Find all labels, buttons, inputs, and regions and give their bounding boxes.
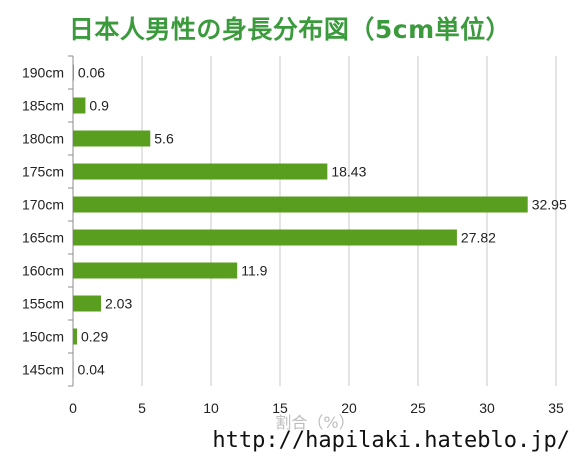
data-label: 32.95 — [532, 197, 567, 213]
x-tick-label: 5 — [138, 400, 146, 416]
bar — [73, 196, 528, 213]
watermark-url: http://hapilaki.hateblo.jp/ — [212, 428, 570, 453]
data-label: 18.43 — [331, 164, 366, 180]
bar — [73, 130, 151, 147]
y-tick-label: 160cm — [22, 263, 64, 279]
y-tick-label: 185cm — [22, 98, 64, 114]
data-labels: 0.04 0.29 2.03 11.9 27.82 32.95 18.43 5.6 0.9 0.0… — [78, 65, 567, 378]
data-label: 5.6 — [154, 131, 174, 147]
y-tick-label: 150cm — [22, 329, 64, 345]
x-tick-label: 30 — [479, 400, 495, 416]
gridlines — [141, 56, 557, 386]
x-tick-labels: 0 5 10 15 20 25 30 35 — [69, 400, 564, 416]
data-label: 27.82 — [461, 230, 496, 246]
x-tick-label: 10 — [203, 400, 219, 416]
y-tick-labels: 145cm 150cm 155cm 160cm 165cm 170cm 175cm 180cm… — [22, 65, 64, 378]
x-tick-label: 15 — [272, 400, 288, 416]
bar — [73, 328, 78, 345]
data-label: 11.9 — [241, 263, 267, 279]
x-tick-label: 35 — [548, 400, 564, 416]
bar — [73, 361, 74, 378]
data-label: 0.9 — [89, 98, 109, 114]
bars — [73, 64, 528, 378]
chart-title: 日本人男性の身長分布図（5cm単位） — [68, 15, 512, 44]
bar — [73, 97, 86, 114]
x-tick-label: 25 — [410, 400, 426, 416]
y-tick-label: 165cm — [22, 230, 64, 246]
bar — [73, 64, 74, 81]
y-tick-label: 145cm — [22, 362, 64, 378]
bar — [73, 295, 102, 312]
x-axis-label: 割合（%） — [275, 413, 354, 432]
y-tick-label: 175cm — [22, 164, 64, 180]
y-tick-label: 155cm — [22, 296, 64, 312]
bar — [73, 229, 457, 246]
bar — [73, 262, 238, 279]
x-tick-label: 0 — [69, 400, 77, 416]
x-tick-label: 20 — [341, 400, 357, 416]
data-label: 0.29 — [81, 329, 108, 345]
y-tick-label: 190cm — [22, 65, 64, 81]
data-label: 2.03 — [105, 296, 132, 312]
axes — [68, 55, 74, 387]
data-label: 0.04 — [78, 362, 105, 378]
bar — [73, 163, 328, 180]
y-tick-label: 170cm — [22, 197, 64, 213]
data-label: 0.06 — [78, 65, 105, 81]
y-tick-label: 180cm — [22, 131, 64, 147]
